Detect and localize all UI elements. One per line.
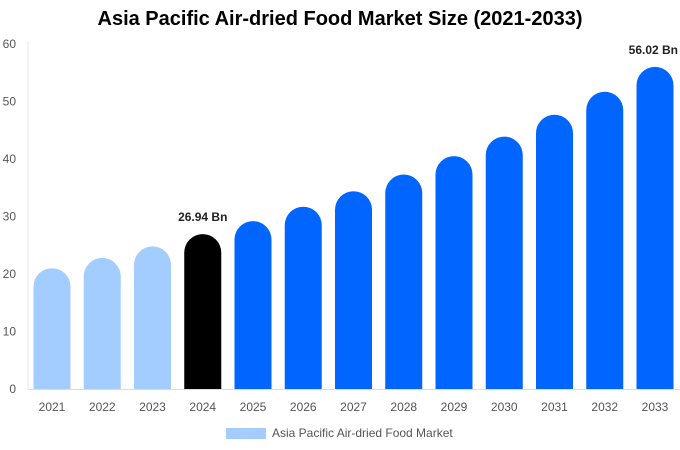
x-tick-label: 2029 [441, 400, 468, 414]
data-label: 26.94 Bn [178, 210, 227, 224]
x-tick-label: 2022 [89, 400, 116, 414]
x-tick-label: 2031 [541, 400, 568, 414]
y-tick-label: 50 [3, 95, 17, 109]
y-tick-label: 40 [3, 152, 17, 166]
bar-2029 [435, 156, 473, 389]
bar-2025 [234, 221, 272, 389]
y-tick-label: 0 [9, 382, 16, 396]
y-tick-label: 60 [3, 37, 17, 51]
x-tick-label: 2021 [39, 400, 66, 414]
bar-2026 [284, 206, 322, 389]
x-tick-label: 2032 [591, 400, 618, 414]
x-tick-label: 2030 [491, 400, 518, 414]
legend-swatch [226, 428, 266, 439]
x-tick-label: 2027 [340, 400, 367, 414]
y-tick-label: 30 [3, 210, 17, 224]
bar-2028 [385, 174, 423, 389]
bar-2021 [33, 268, 71, 389]
bar-2033 [636, 66, 674, 389]
bar-2032 [586, 91, 624, 389]
y-tick-label: 20 [3, 267, 17, 281]
bar-2027 [335, 191, 372, 389]
x-tick-label: 2028 [390, 400, 417, 414]
x-tick-label: 2033 [642, 400, 669, 414]
bar-2023 [134, 246, 171, 389]
y-tick-label: 10 [3, 325, 17, 339]
x-tick-label: 2025 [240, 400, 267, 414]
x-tick-label: 2026 [290, 400, 317, 414]
x-tick-label: 2024 [189, 400, 216, 414]
data-label: 56.02 Bn [629, 43, 678, 57]
bar-2031 [536, 114, 573, 389]
bar-2022 [83, 257, 121, 389]
chart-title: Asia Pacific Air-dried Food Market Size … [97, 8, 583, 30]
bar-2024 [184, 234, 222, 389]
legend-label: Asia Pacific Air-dried Food Market [272, 426, 453, 440]
x-tick-label: 2023 [139, 400, 166, 414]
bar-2030 [485, 136, 523, 389]
